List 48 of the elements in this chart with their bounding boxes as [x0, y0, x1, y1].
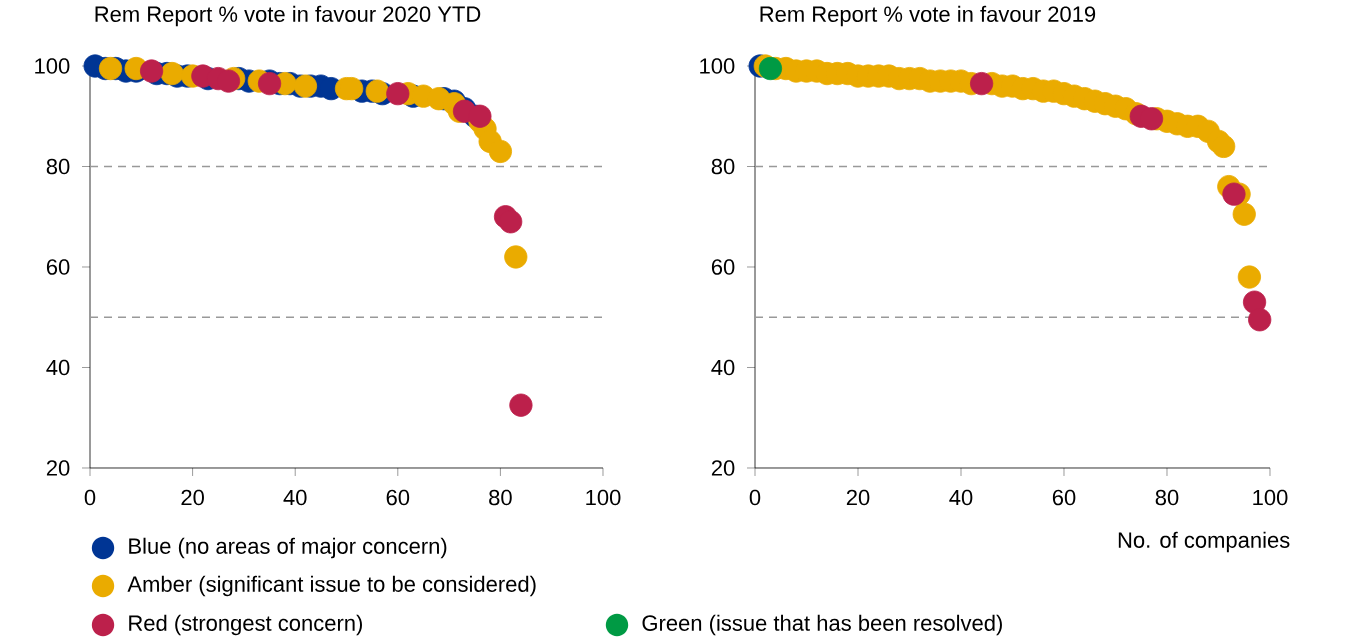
chart-title: Rem Report % vote in favour 2019: [760, 5, 1096, 27]
point: [139, 59, 164, 83]
y-tick-label: 20: [46, 460, 70, 476]
point: [1232, 202, 1256, 226]
point: [1237, 265, 1261, 289]
x-tick-label: 40: [949, 489, 973, 506]
y-tick-label: 40: [46, 359, 70, 376]
point: [758, 56, 783, 81]
x-tick-label: 60: [386, 489, 410, 506]
chart-title: Rem Report % vote in favour 2020 YTD: [95, 5, 481, 27]
y-tick-label: 100: [35, 58, 70, 74]
x-tick-label: 100: [586, 489, 621, 506]
legend-label: Red (strongest concern): [129, 614, 362, 636]
point: [468, 104, 492, 128]
point: [509, 393, 533, 417]
x-tick-label: 40: [283, 489, 307, 506]
point: [365, 79, 389, 103]
y-tick-label: 60: [46, 259, 70, 275]
y-tick-label: 80: [711, 158, 735, 175]
legend-label: Green (issue that has been resolved): [642, 614, 1002, 636]
point: [1222, 182, 1246, 206]
y-tick-label: 20: [711, 460, 735, 476]
x-tick-label: 0: [749, 489, 761, 506]
point: [1248, 308, 1272, 332]
x-tick-label: 20: [846, 489, 870, 506]
y-tick-label: 100: [700, 58, 735, 74]
x-tick-label: 80: [489, 489, 512, 506]
y-tick-label: 80: [46, 158, 70, 175]
legend-label: Blue (no areas of major concern): [129, 537, 447, 559]
point: [499, 210, 523, 234]
x-axis-title: No. of companies: [1118, 531, 1290, 553]
point: [98, 56, 123, 81]
point: [1212, 134, 1236, 159]
point: [293, 74, 318, 98]
point: [504, 245, 528, 269]
x-tick-label: 20: [181, 489, 204, 506]
x-tick-label: 80: [1155, 489, 1179, 506]
y-tick-label: 40: [711, 359, 735, 376]
point: [488, 139, 513, 164]
legend-label: Amber (significant issue to be considered): [127, 575, 536, 597]
x-tick-label: 60: [1052, 489, 1076, 506]
point: [160, 61, 184, 86]
point: [386, 82, 410, 106]
y-tick-label: 60: [711, 259, 735, 275]
x-tick-label: 100: [1253, 489, 1288, 506]
point: [1242, 290, 1267, 314]
point: [970, 72, 994, 96]
x-tick-label: 0: [84, 489, 96, 506]
